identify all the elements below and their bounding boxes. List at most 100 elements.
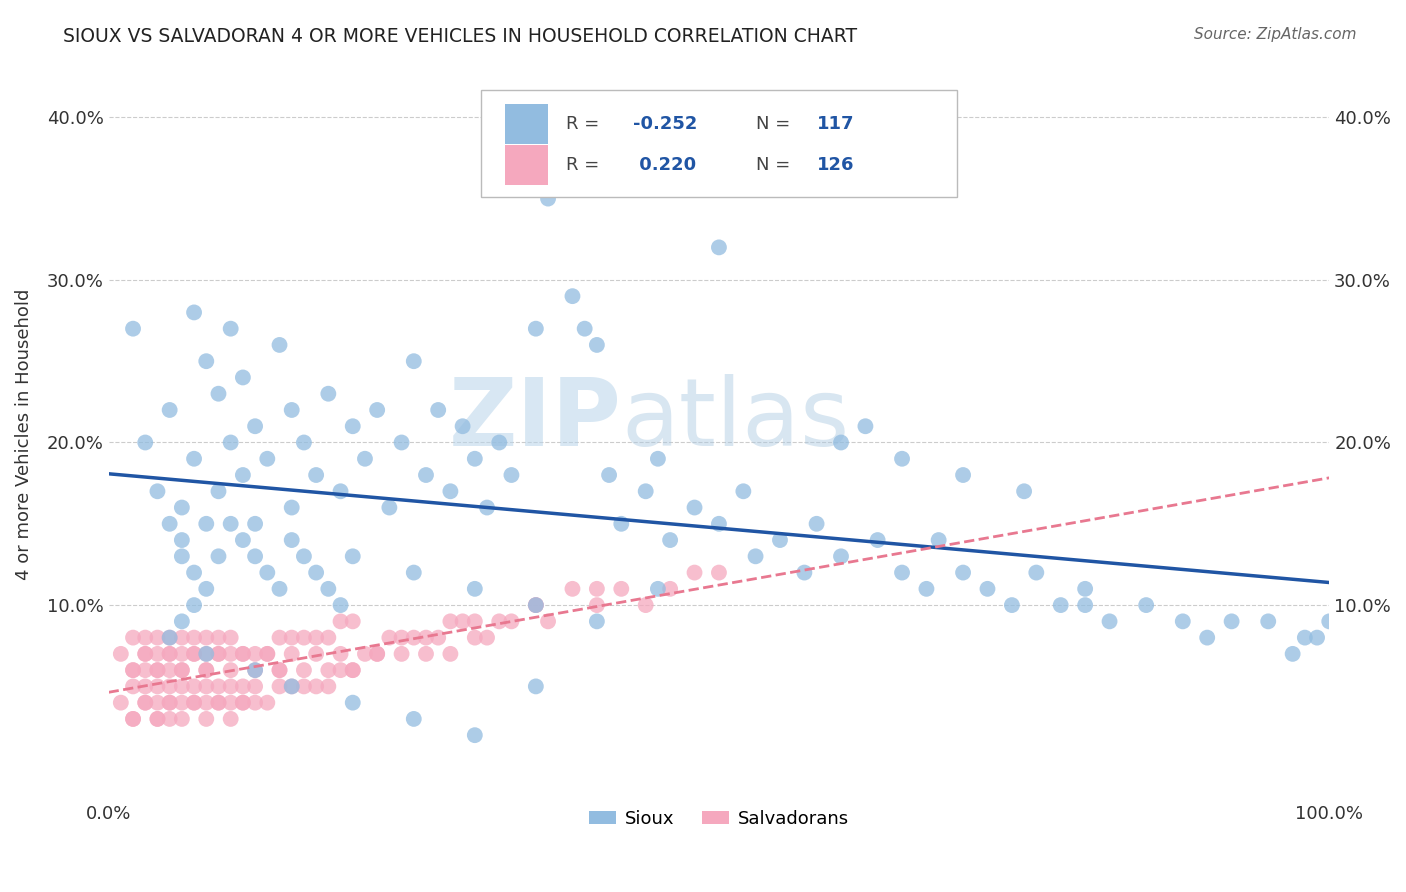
Point bbox=[305, 468, 328, 483]
Point bbox=[318, 631, 340, 645]
Point bbox=[647, 451, 669, 466]
Point bbox=[256, 696, 278, 710]
Point bbox=[195, 712, 218, 726]
Point bbox=[402, 631, 425, 645]
Point bbox=[146, 663, 169, 677]
Point bbox=[586, 582, 609, 596]
Point bbox=[207, 680, 229, 694]
Point bbox=[574, 321, 596, 335]
Point bbox=[561, 289, 583, 303]
Point bbox=[329, 484, 352, 499]
Point bbox=[464, 631, 486, 645]
Point bbox=[378, 631, 401, 645]
Point bbox=[524, 598, 547, 612]
Point bbox=[280, 647, 302, 661]
Point bbox=[146, 484, 169, 499]
Point bbox=[122, 321, 145, 335]
Point bbox=[415, 631, 437, 645]
Point bbox=[305, 631, 328, 645]
Text: Source: ZipAtlas.com: Source: ZipAtlas.com bbox=[1194, 27, 1357, 42]
Point bbox=[707, 240, 730, 254]
Point bbox=[219, 680, 242, 694]
Point bbox=[305, 680, 328, 694]
Point bbox=[219, 435, 242, 450]
Point bbox=[586, 143, 609, 157]
Point bbox=[391, 435, 413, 450]
Point bbox=[134, 647, 156, 661]
Point bbox=[683, 500, 706, 515]
Point bbox=[634, 484, 657, 499]
Text: -0.252: -0.252 bbox=[634, 115, 697, 133]
Point bbox=[207, 647, 229, 661]
Point bbox=[146, 663, 169, 677]
Point bbox=[170, 663, 193, 677]
Point bbox=[232, 696, 254, 710]
Legend: Sioux, Salvadorans: Sioux, Salvadorans bbox=[582, 803, 856, 835]
Point bbox=[280, 680, 302, 694]
Point bbox=[280, 680, 302, 694]
Point bbox=[464, 582, 486, 596]
Point bbox=[134, 680, 156, 694]
Point bbox=[976, 582, 998, 596]
Point bbox=[427, 403, 450, 417]
Point bbox=[195, 663, 218, 677]
Point bbox=[537, 615, 560, 629]
Point bbox=[159, 647, 181, 661]
Point bbox=[830, 435, 852, 450]
Point bbox=[243, 680, 266, 694]
Point bbox=[342, 663, 364, 677]
Point bbox=[586, 598, 609, 612]
Point bbox=[219, 712, 242, 726]
Point bbox=[122, 631, 145, 645]
Point bbox=[830, 549, 852, 564]
Point bbox=[183, 680, 205, 694]
Point bbox=[318, 386, 340, 401]
Point bbox=[183, 696, 205, 710]
Text: R =: R = bbox=[567, 156, 606, 174]
Point bbox=[232, 468, 254, 483]
FancyBboxPatch shape bbox=[505, 145, 548, 186]
Point bbox=[683, 566, 706, 580]
Point bbox=[232, 696, 254, 710]
Point bbox=[256, 566, 278, 580]
Point bbox=[207, 386, 229, 401]
Point bbox=[195, 582, 218, 596]
Point bbox=[195, 516, 218, 531]
Point bbox=[183, 305, 205, 319]
Point bbox=[170, 500, 193, 515]
Point bbox=[219, 321, 242, 335]
Point bbox=[269, 680, 291, 694]
Point bbox=[219, 631, 242, 645]
Point bbox=[219, 663, 242, 677]
Point bbox=[195, 647, 218, 661]
Point bbox=[269, 663, 291, 677]
Point bbox=[610, 516, 633, 531]
Point bbox=[195, 647, 218, 661]
Point bbox=[232, 647, 254, 661]
Point bbox=[232, 533, 254, 547]
Point bbox=[524, 598, 547, 612]
Point bbox=[134, 696, 156, 710]
Point bbox=[243, 419, 266, 434]
Text: N =: N = bbox=[755, 115, 796, 133]
Point bbox=[391, 647, 413, 661]
Point bbox=[146, 680, 169, 694]
Point bbox=[1257, 615, 1279, 629]
Point bbox=[159, 647, 181, 661]
Point bbox=[269, 631, 291, 645]
Point bbox=[561, 582, 583, 596]
Point bbox=[122, 680, 145, 694]
Point bbox=[1317, 615, 1340, 629]
Point bbox=[269, 663, 291, 677]
Point bbox=[232, 680, 254, 694]
Point bbox=[183, 566, 205, 580]
Point bbox=[219, 647, 242, 661]
Point bbox=[170, 680, 193, 694]
Point bbox=[586, 615, 609, 629]
Point bbox=[146, 631, 169, 645]
Point bbox=[402, 354, 425, 368]
Point bbox=[1306, 631, 1329, 645]
Point bbox=[1171, 615, 1194, 629]
Point bbox=[488, 435, 510, 450]
Point bbox=[134, 631, 156, 645]
